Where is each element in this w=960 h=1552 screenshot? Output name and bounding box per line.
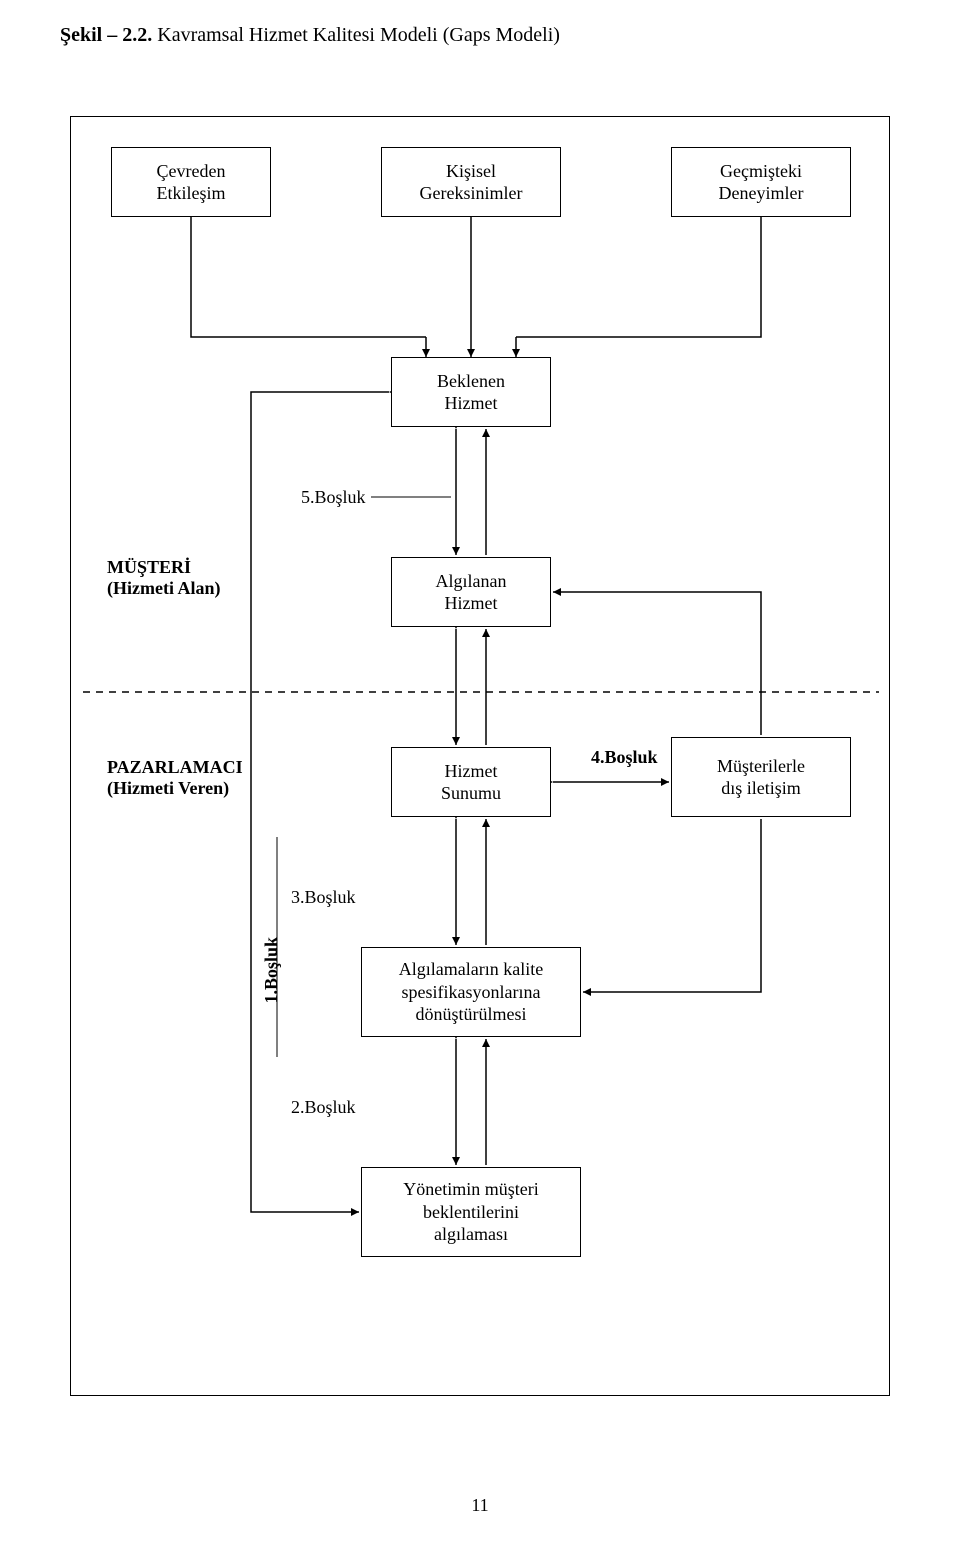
- label-gap-5: 5.Boşluk: [301, 487, 366, 508]
- box-algilanan-hizmet: AlgılananHizmet: [391, 557, 551, 627]
- diagram-frame: ÇevredenEtkileşim KişiselGereksinimler G…: [70, 116, 890, 1396]
- text-sunumu: HizmetSunumu: [441, 760, 501, 805]
- label-musteri: MÜŞTERİ(Hizmeti Alan): [107, 557, 220, 599]
- label-pazarlamaci: PAZARLAMACI(Hizmeti Veren): [107, 757, 243, 799]
- box-spesifikasyon: Algılamaların kalitespesifikasyonlarınad…: [361, 947, 581, 1037]
- box-hizmet-sunumu: HizmetSunumu: [391, 747, 551, 817]
- box-cevreden-etkilesim: ÇevredenEtkileşim: [111, 147, 271, 217]
- label-gap-2: 2.Boşluk: [291, 1097, 356, 1118]
- label-gap-1: 1.Boşluk: [261, 937, 282, 1004]
- text-beklenen: BeklenenHizmet: [437, 370, 505, 415]
- title-rest: Kavramsal Hizmet Kalitesi Modeli (Gaps M…: [152, 24, 560, 46]
- text-cevreden: ÇevredenEtkileşim: [157, 160, 226, 205]
- box-beklenen-hizmet: BeklenenHizmet: [391, 357, 551, 427]
- text-algilanan: AlgılananHizmet: [436, 570, 507, 615]
- box-gecmisteki-deneyimler: GeçmiştekiDeneyimler: [671, 147, 851, 217]
- box-kisisel-gereksinimler: KişiselGereksinimler: [381, 147, 561, 217]
- text-gecmisteki: GeçmiştekiDeneyimler: [719, 160, 804, 205]
- label-gap-3: 3.Boşluk: [291, 887, 356, 908]
- title-prefix: Şekil – 2.2.: [60, 24, 152, 46]
- text-kisisel: KişiselGereksinimler: [420, 160, 523, 205]
- figure-title: Şekil – 2.2. Kavramsal Hizmet Kalitesi M…: [60, 24, 560, 47]
- box-yonetim-algilamasi: Yönetimin müşteribeklentilerinialgılamas…: [361, 1167, 581, 1257]
- text-yonetim: Yönetimin müşteribeklentilerinialgılamas…: [403, 1178, 538, 1246]
- text-spesifik: Algılamaların kalitespesifikasyonlarınad…: [399, 958, 543, 1026]
- label-gap-4: 4.Boşluk: [591, 747, 658, 768]
- box-musterilerle-dis-iletisim: Müşterilerledış iletişim: [671, 737, 851, 817]
- page-number: 11: [0, 1495, 960, 1516]
- text-musterilerle: Müşterilerledış iletişim: [717, 755, 805, 800]
